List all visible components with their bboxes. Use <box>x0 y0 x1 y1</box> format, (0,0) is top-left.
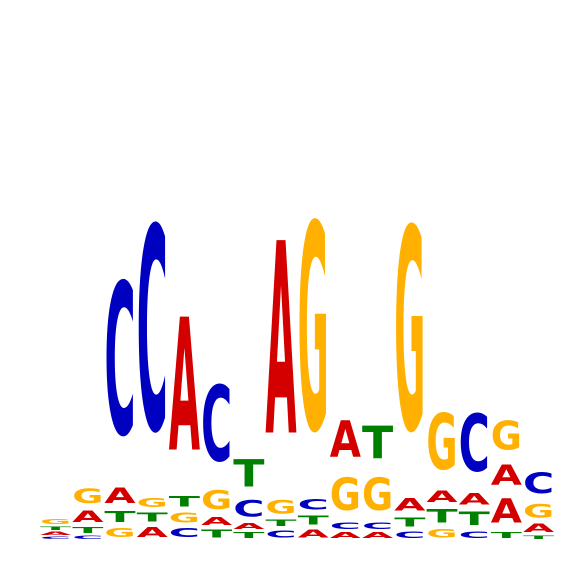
logo-letter-g: G <box>40 518 71 526</box>
logo-letter-g: G <box>137 496 168 510</box>
logo-letter-a: A <box>491 492 523 531</box>
logo-letter-g: G <box>330 469 361 521</box>
logo-letter-a: A <box>459 491 491 509</box>
logo-letter-t: T <box>233 531 265 540</box>
logo-letter-t: T <box>362 416 393 468</box>
logo-letter-g: G <box>394 171 425 495</box>
logo-letter-g: G <box>265 496 296 518</box>
logo-letter-g: G <box>523 501 554 523</box>
logo-letter-t: T <box>298 513 329 528</box>
logo-letter-c: C <box>459 530 490 540</box>
logo-letter-g: G <box>426 399 457 488</box>
logo-letter-t: T <box>40 526 71 531</box>
logo-letter-a: A <box>233 522 265 531</box>
logo-letter-a: A <box>394 496 425 515</box>
logo-letter-c: C <box>137 170 168 496</box>
logo-letter-g: G <box>169 510 200 525</box>
logo-letter-c: C <box>459 398 490 490</box>
logo-letter-t: T <box>201 528 233 540</box>
logo-letter-c: C <box>362 521 393 531</box>
logo-letter-a: A <box>426 488 458 506</box>
logo-letter-a: A <box>169 282 200 493</box>
logo-letter-a: A <box>298 528 329 540</box>
logo-letter-g: G <box>72 485 103 508</box>
logo-letter-a: A <box>330 410 361 468</box>
logo-letter-a: A <box>491 460 522 492</box>
logo-letter-g: G <box>426 527 457 540</box>
logo-letter-g: G <box>298 165 329 496</box>
logo-letter-a: A <box>104 483 135 508</box>
logo-letter-c: C <box>394 530 425 540</box>
logo-letter-c: C <box>40 536 71 540</box>
logo-letter-t: T <box>233 452 265 496</box>
logo-letter-c: C <box>330 521 361 531</box>
logo-letter-t: T <box>72 526 104 535</box>
logo-letter-c: C <box>169 526 200 540</box>
logo-letter-g: G <box>362 469 393 521</box>
logo-letter-a: A <box>137 525 169 541</box>
logo-letter-t: T <box>265 518 297 529</box>
logo-letter-t: T <box>169 493 200 510</box>
logo-letter-t: T <box>426 506 458 527</box>
logo-letter-c: C <box>265 529 296 541</box>
logo-letter-t: T <box>104 508 136 526</box>
logo-letter-a: A <box>40 531 72 536</box>
logo-letter-c: C <box>104 241 135 483</box>
logo-letter-t: T <box>523 535 554 540</box>
logo-letter-a: A <box>523 522 554 535</box>
logo-letter-a: A <box>362 531 394 540</box>
logo-letter-c: C <box>523 466 554 500</box>
logo-letter-t: T <box>137 510 168 524</box>
logo-letter-a: A <box>330 531 362 540</box>
logo-letter-a: A <box>265 188 296 496</box>
logo-letter-c: C <box>72 535 103 540</box>
logo-letter-a: A <box>201 515 232 527</box>
logo-letter-g: G <box>104 526 135 540</box>
logo-letter-g: G <box>491 414 522 460</box>
logo-letter-t: T <box>491 530 523 540</box>
logo-letter-c: C <box>201 365 232 485</box>
logo-letter-t: T <box>394 515 425 530</box>
logo-letter-g: G <box>201 485 232 515</box>
logo-letter-t: T <box>459 509 491 530</box>
logo-letter-c: C <box>233 496 264 522</box>
logo-letter-a: A <box>72 508 104 526</box>
logo-letter-c: C <box>298 497 329 513</box>
